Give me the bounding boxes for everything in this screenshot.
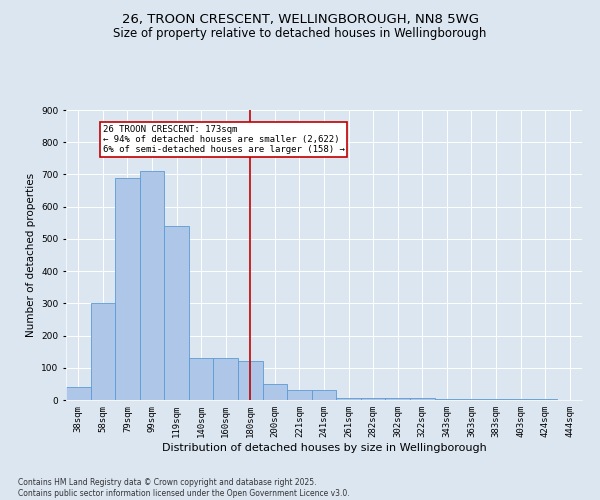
Bar bbox=[91, 304, 115, 400]
Text: Size of property relative to detached houses in Wellingborough: Size of property relative to detached ho… bbox=[113, 28, 487, 40]
Bar bbox=[189, 358, 214, 400]
X-axis label: Distribution of detached houses by size in Wellingborough: Distribution of detached houses by size … bbox=[161, 442, 487, 452]
Bar bbox=[287, 390, 312, 400]
Bar bbox=[66, 387, 91, 400]
Bar bbox=[484, 399, 508, 400]
Text: 26 TROON CRESCENT: 173sqm
← 94% of detached houses are smaller (2,622)
6% of sem: 26 TROON CRESCENT: 173sqm ← 94% of detac… bbox=[103, 124, 345, 154]
Bar bbox=[410, 398, 434, 400]
Bar bbox=[115, 178, 140, 400]
Bar bbox=[214, 358, 238, 400]
Bar bbox=[385, 398, 410, 400]
Bar bbox=[312, 390, 336, 400]
Bar bbox=[238, 362, 263, 400]
Bar bbox=[361, 398, 385, 400]
Bar bbox=[434, 399, 459, 400]
Bar bbox=[164, 226, 189, 400]
Bar bbox=[459, 399, 484, 400]
Bar bbox=[263, 384, 287, 400]
Text: Contains HM Land Registry data © Crown copyright and database right 2025.
Contai: Contains HM Land Registry data © Crown c… bbox=[18, 478, 350, 498]
Bar bbox=[336, 398, 361, 400]
Text: 26, TROON CRESCENT, WELLINGBOROUGH, NN8 5WG: 26, TROON CRESCENT, WELLINGBOROUGH, NN8 … bbox=[121, 12, 479, 26]
Bar bbox=[140, 171, 164, 400]
Y-axis label: Number of detached properties: Number of detached properties bbox=[26, 173, 35, 337]
